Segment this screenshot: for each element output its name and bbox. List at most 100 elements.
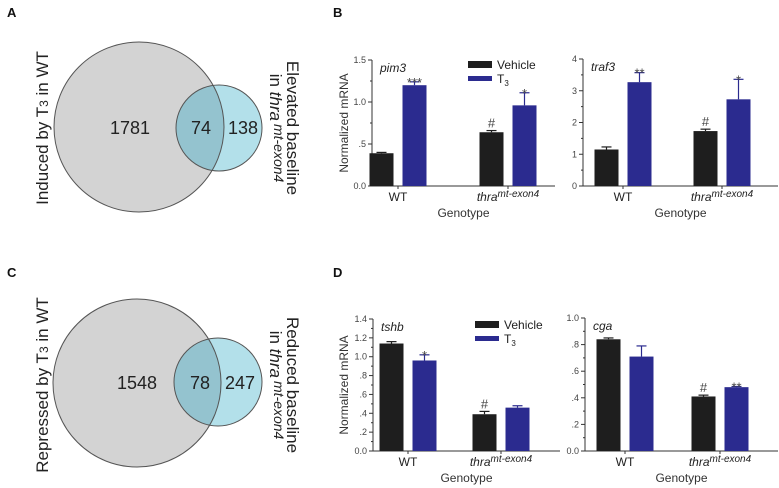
venn-diagram-a: 1781 74 138 Induced by T3 in WT Elevated…	[33, 41, 302, 213]
y-tick-label: .4	[571, 393, 579, 403]
y-tick-label: .6	[359, 389, 367, 399]
x-category-label: thramt-exon4	[691, 189, 754, 204]
significance-marker: *	[422, 348, 427, 363]
y-tick-label: 0.0	[354, 446, 367, 456]
y-tick-label: .8	[571, 340, 579, 350]
legend-label-t3: T3	[497, 72, 509, 88]
venn-label-induced: Induced by T3 in WT	[33, 51, 52, 205]
bar-t3	[726, 99, 751, 186]
bar-vehicle	[472, 414, 497, 451]
bar-vehicle	[379, 343, 404, 451]
y-tick-label: 0	[572, 181, 577, 191]
y-tick-label: 3	[572, 86, 577, 96]
gene-name-label: pim3	[379, 61, 406, 75]
x-category-label: WT	[616, 455, 635, 469]
venn-label-elevated-line2: in thramt-exon4	[266, 74, 287, 183]
bar-t3	[412, 360, 437, 451]
bar-vehicle	[479, 132, 504, 186]
panel-letter-a: A	[7, 5, 17, 20]
y-tick-label: .2	[359, 427, 367, 437]
bar-vehicle	[596, 339, 621, 451]
venn-outline-induced	[53, 41, 225, 213]
y-tick-label: .6	[571, 366, 579, 376]
venn-label-reduced-line1: Reduced baseline	[283, 317, 302, 453]
legend-swatch-vehicle	[468, 61, 492, 68]
bar-chart-pim3: 0.0 .5 1.0 1.5 pim3*** WT # * thramt-exon4 Genoty…	[337, 55, 555, 220]
venn-overlap-region	[174, 339, 221, 426]
y-tick-label: 1.0	[354, 352, 367, 362]
y-axis-title: Normalized mRNA	[337, 335, 351, 434]
y-tick-label: .4	[359, 408, 367, 418]
panel-letter-c: C	[7, 265, 17, 280]
y-tick-label: .8	[359, 371, 367, 381]
venn-label-repressed: Repressed by T3 in WT	[33, 297, 52, 473]
venn-count-overlap: 78	[190, 373, 210, 393]
bar-chart-tshb: 0.0 .2 .4 .6 .8 1.0 1.2 1.4 tshb * WT # thramt-exon4…	[337, 314, 560, 485]
bar-t3	[512, 105, 537, 186]
legend-swatch-t3	[475, 336, 499, 341]
y-tick-label: 1.2	[354, 333, 367, 343]
x-axis-title: Genotype	[655, 471, 707, 485]
bar-vehicle	[691, 396, 716, 451]
bar-vehicle	[369, 153, 394, 186]
bar-t3	[724, 387, 749, 451]
bar-t3	[402, 85, 427, 186]
venn-count-only-reduced: 247	[225, 373, 255, 393]
venn-overlap-region	[176, 85, 225, 171]
x-category-label: WT	[614, 190, 633, 204]
x-category-label: thramt-exon4	[689, 454, 752, 469]
bar-chart-traf3: 0 1 2 3 4 traf3 ** WT # * thramt-exon4 Genotype	[572, 54, 778, 220]
venn-circle-induced	[54, 42, 224, 212]
venn-outline-reduced	[173, 337, 263, 427]
y-tick-label: 4	[572, 54, 577, 64]
x-category-label: thramt-exon4	[477, 189, 540, 204]
venn-outline-elevated	[175, 84, 263, 172]
x-category-label: thramt-exon4	[470, 454, 533, 469]
venn-label-elevated-line1: Elevated baseline	[283, 61, 302, 195]
significance-marker: **	[731, 379, 741, 394]
venn-label-reduced-line2: in thramt-exon4	[266, 331, 287, 440]
x-axis-title: Genotype	[437, 206, 489, 220]
venn-count-only-repressed: 1548	[117, 373, 157, 393]
panel-letter-b: B	[333, 5, 342, 20]
gene-name-label: tshb	[381, 320, 404, 334]
significance-marker: #	[700, 380, 708, 395]
y-tick-label: 0.0	[566, 446, 579, 456]
x-category-label: WT	[399, 455, 418, 469]
bar-t3	[629, 356, 654, 451]
bar-chart-cga: 0.0 .2 .4 .6 .8 1.0 cga WT # ** thramt-exon4 Genoty…	[566, 313, 778, 485]
bar-t3	[505, 407, 530, 451]
bar-t3	[627, 82, 652, 186]
bar-vehicle	[693, 131, 718, 186]
y-axis-title: Normalized mRNA	[337, 73, 351, 172]
y-tick-label: 1	[572, 149, 577, 159]
gene-name-label: cga	[593, 319, 613, 333]
significance-marker: *	[736, 72, 741, 87]
y-tick-label: .2	[571, 419, 579, 429]
x-category-label: WT	[389, 190, 408, 204]
y-tick-label: 1.5	[353, 55, 366, 65]
venn-count-only-elevated: 138	[228, 118, 258, 138]
venn-count-overlap: 74	[191, 118, 211, 138]
legend-swatch-vehicle	[475, 321, 499, 328]
x-axis-title: Genotype	[440, 471, 492, 485]
x-axis-title: Genotype	[654, 206, 706, 220]
y-tick-label: 1.0	[353, 97, 366, 107]
significance-marker: ***	[407, 75, 422, 90]
significance-marker: **	[634, 66, 644, 81]
gene-name-label: traf3	[591, 60, 615, 74]
y-tick-label: .5	[358, 139, 366, 149]
y-tick-label: 2	[572, 118, 577, 128]
y-tick-label: 0.0	[353, 181, 366, 191]
venn-diagram-c: 1548 78 247 Repressed by T3 in WT Reduce…	[33, 297, 302, 473]
venn-circle-repressed	[53, 299, 221, 467]
significance-marker: #	[481, 396, 489, 411]
legend-swatch-t3	[468, 76, 492, 81]
significance-marker: *	[522, 86, 527, 101]
legend-label-vehicle: Vehicle	[497, 58, 536, 72]
y-tick-label: 1.4	[354, 314, 367, 324]
panel-letter-d: D	[333, 265, 342, 280]
